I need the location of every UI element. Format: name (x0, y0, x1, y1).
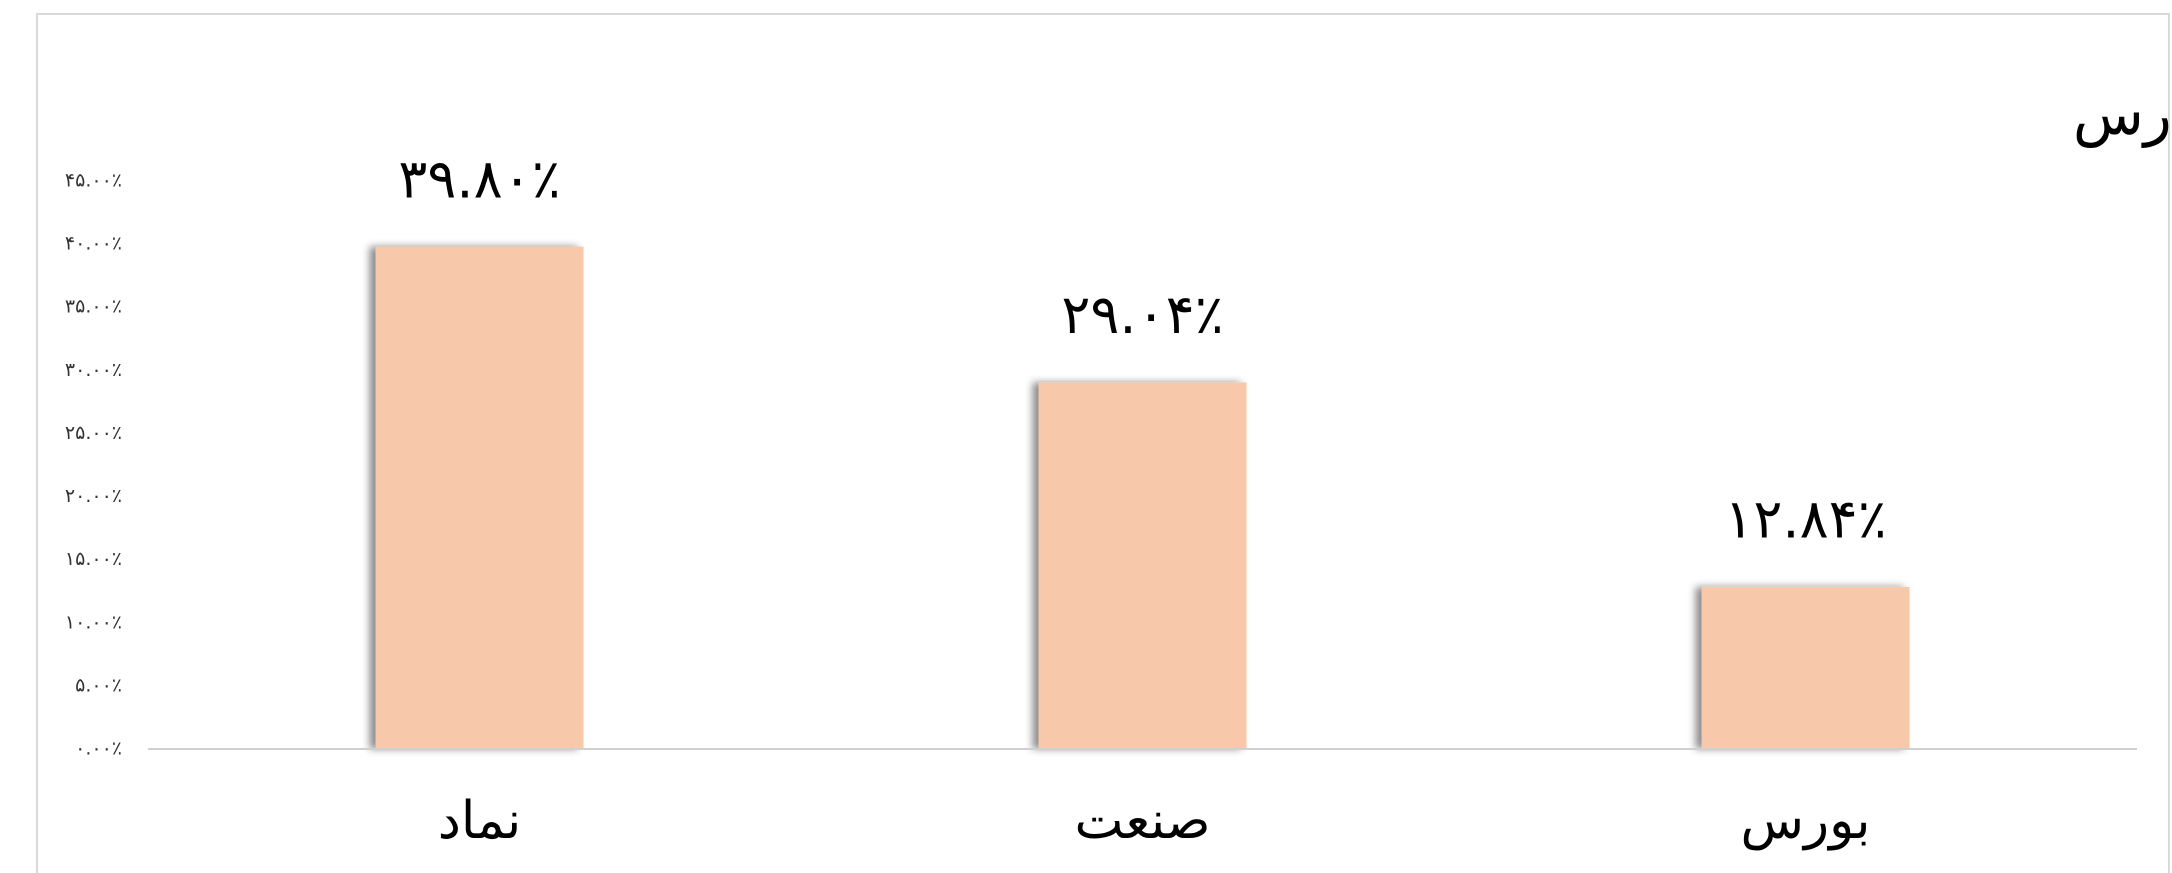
chart-title: بازدهی ۳ ماهه کفپارس (2073, 80, 2172, 149)
data-label: ۲۹.۰۴٪ (1061, 283, 1223, 346)
data-label: ۳۹.۸۰٪ (398, 147, 560, 210)
y-tick-label: ۱۰.۰۰٪ (65, 611, 122, 633)
y-tick-label: ۴۰.۰۰٪ (65, 233, 122, 255)
y-tick-label: ۰.۰۰٪ (75, 738, 122, 760)
y-tick-label: ۴۵.۰۰٪ (65, 170, 122, 192)
x-tick-label: صنعت (1075, 791, 1211, 851)
x-tick-label: بورس (1741, 791, 1871, 851)
y-tick-label: ۲۵.۰۰٪ (65, 422, 122, 444)
bar (1038, 382, 1247, 749)
y-tick-label: ۲۰.۰۰٪ (65, 485, 122, 507)
chart-frame (36, 13, 2170, 873)
data-label: ۱۲.۸۴٪ (1724, 488, 1886, 551)
x-tick-label: نماد (438, 791, 522, 851)
y-tick-label: ۳۰.۰۰٪ (65, 359, 122, 381)
bar (375, 246, 584, 749)
y-tick-label: ۳۵.۰۰٪ (65, 296, 122, 318)
bar (1701, 586, 1910, 749)
y-tick-label: ۱۵.۰۰٪ (65, 548, 122, 570)
y-tick-label: ۵.۰۰٪ (75, 674, 122, 696)
